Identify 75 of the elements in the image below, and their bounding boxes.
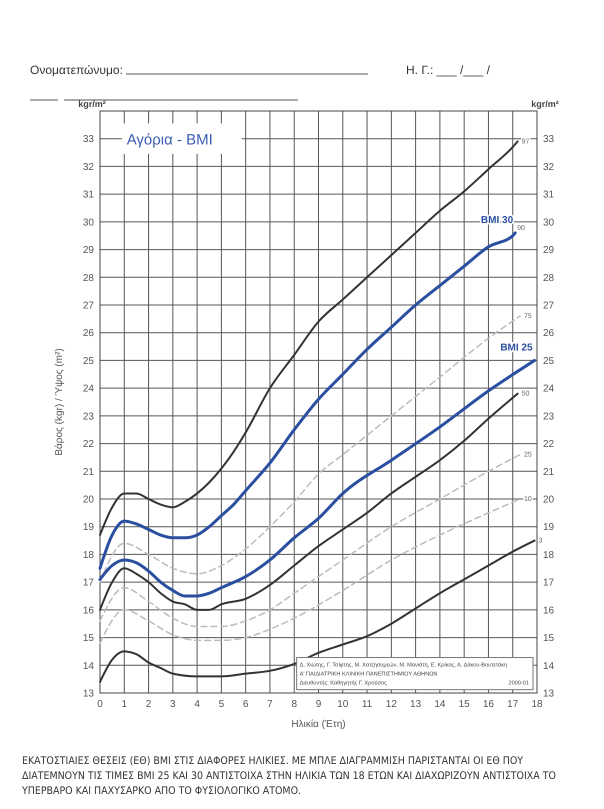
x-tick-label: 0 xyxy=(97,699,104,710)
x-tick-label: 1 xyxy=(121,699,128,710)
y2-tick-label: 16 xyxy=(543,605,555,616)
y-tick-label: 17 xyxy=(82,578,94,589)
x-tick-label: 12 xyxy=(386,699,398,710)
y2-tick-label: 26 xyxy=(543,328,555,340)
y2-tick-label: 17 xyxy=(543,578,555,589)
y2-tick-label: 18 xyxy=(543,550,555,561)
text: ΕΚΑΤΟΣΤΙΑΙΕΣ ΘΕΣΕΙΣ (ΕΘ) BMI ΣΤΙΣ ΔΙΑΦΟΡΕΣ ΗΛΙΚΙΕΣ. ΜΕ ΜΠΛΕ ΔΙΑΓΡΑΜΜΙΣΗ ΠΑΡΙΣΤΑΝΤΑΙ ΟΙ ΕΘ ΠΟΥ ΔΙΑΤΕΜΝΟΥΝ ΤΙΣ ΤΙΜΕΣ BMI 25 ΚΑΙ 30 ΑΝΤΙΣΤΟΙΧΑ ΣΤΗΝ ΗΛΙΚΙΑ ΤΩΝ 18 ΕΤΩΝ ΚΑΙ ΔΙΑΧΩΡΙΖΟΥΝ ΑΝΤΙΣΤΟΙΧΑ ΤΟ ΥΠΕΡΒΑΡΟ ΚΑΙ ΠΑΧΥΣΑΡΚΟ ΑΠΟ ΤΟ ΦΥΣΙΟΛΟΓΙΚΟ ΑΤΟΜΟ. xyxy=(21,754,557,799)
x-tick-label: 17 xyxy=(507,699,519,710)
y-tick-label: 19 xyxy=(82,522,94,534)
text: Ονοματεπώνυμο: xyxy=(30,63,123,77)
y-tick-label: 31 xyxy=(82,190,94,201)
y2-tick-label: 15 xyxy=(543,633,555,644)
line-series xyxy=(99,315,521,583)
y2-axis-title: kgr/m² xyxy=(531,99,559,109)
x-tick-label: 7 xyxy=(267,699,274,710)
line-series xyxy=(98,231,517,570)
line-series xyxy=(99,392,519,611)
x-tick-label: 8 xyxy=(291,699,298,710)
line-series xyxy=(99,454,521,628)
y2-tick-label: 28 xyxy=(543,272,555,284)
y-tick-label: 28 xyxy=(82,272,94,284)
y2-tick-label: 20 xyxy=(543,494,555,506)
y2-tick-label: 14 xyxy=(543,660,555,672)
y-tick-label: 32 xyxy=(82,162,94,173)
y2-tick-label: 19 xyxy=(543,522,555,534)
y2-tick-label: 27 xyxy=(543,300,555,312)
x-tick-label: 3 xyxy=(170,699,176,710)
y-tick-label: 26 xyxy=(82,328,94,340)
text: Αγόρια - BMI xyxy=(126,132,213,149)
y2-tick-label: 13 xyxy=(543,688,555,700)
x-tick-label: 16 xyxy=(482,699,494,710)
y-tick-label: 25 xyxy=(82,356,94,367)
y2-tick-label: 25 xyxy=(543,356,555,367)
x-tick-label: 13 xyxy=(410,699,422,710)
line-series xyxy=(98,358,536,598)
y-tick-label: 23 xyxy=(82,411,94,422)
x-tick-label: 14 xyxy=(434,699,446,710)
y-tick-label: 16 xyxy=(82,605,94,616)
x-tick-label: 6 xyxy=(242,699,249,710)
y-tick-label: 21 xyxy=(82,466,94,478)
x-tick-label: 2 xyxy=(146,699,152,710)
y2-tick-label: 29 xyxy=(543,245,555,256)
x-tick-label: 18 xyxy=(531,699,543,710)
y-tick-label: 22 xyxy=(82,439,94,450)
y2-tick-label: 30 xyxy=(543,217,555,228)
y2-tick-label: 22 xyxy=(543,439,555,450)
y2-tick-label: 33 xyxy=(543,134,555,146)
y-tick-label: 13 xyxy=(82,688,94,700)
line-series xyxy=(99,498,521,644)
y-tick-label: 20 xyxy=(82,494,94,506)
y-tick-label: 27 xyxy=(82,300,94,312)
x-tick-label: 11 xyxy=(362,699,373,710)
y2-tick-label: 21 xyxy=(543,466,555,478)
y-tick-label: 18 xyxy=(82,550,94,561)
y-tick-label: 29 xyxy=(82,245,94,256)
y-tick-label: 24 xyxy=(82,384,94,395)
y2-tick-label: 32 xyxy=(543,162,555,173)
y-tick-label: 15 xyxy=(82,633,94,644)
x-tick-label: 5 xyxy=(218,699,225,710)
y-tick-label: 14 xyxy=(82,660,94,672)
y2-tick-label: 24 xyxy=(543,384,555,395)
y2-tick-label: 23 xyxy=(543,411,555,422)
x-tick-label: 4 xyxy=(194,699,200,710)
y-tick-label: 33 xyxy=(82,134,94,146)
y-axis-title: Βάρος (kgr) / Ύψος (m²) xyxy=(54,348,65,456)
x-axis-title: Ηλικία (Έτη) xyxy=(291,719,346,730)
x-tick-label: 9 xyxy=(316,699,322,710)
x-tick-label: 10 xyxy=(337,699,349,710)
x-tick-label: 15 xyxy=(458,699,470,710)
y2-tick-label: 31 xyxy=(543,190,555,201)
text: Η. Γ.: ___ /___ / xyxy=(406,63,491,77)
text: kgr/m² xyxy=(78,99,106,109)
y-tick-label: 30 xyxy=(82,217,94,228)
